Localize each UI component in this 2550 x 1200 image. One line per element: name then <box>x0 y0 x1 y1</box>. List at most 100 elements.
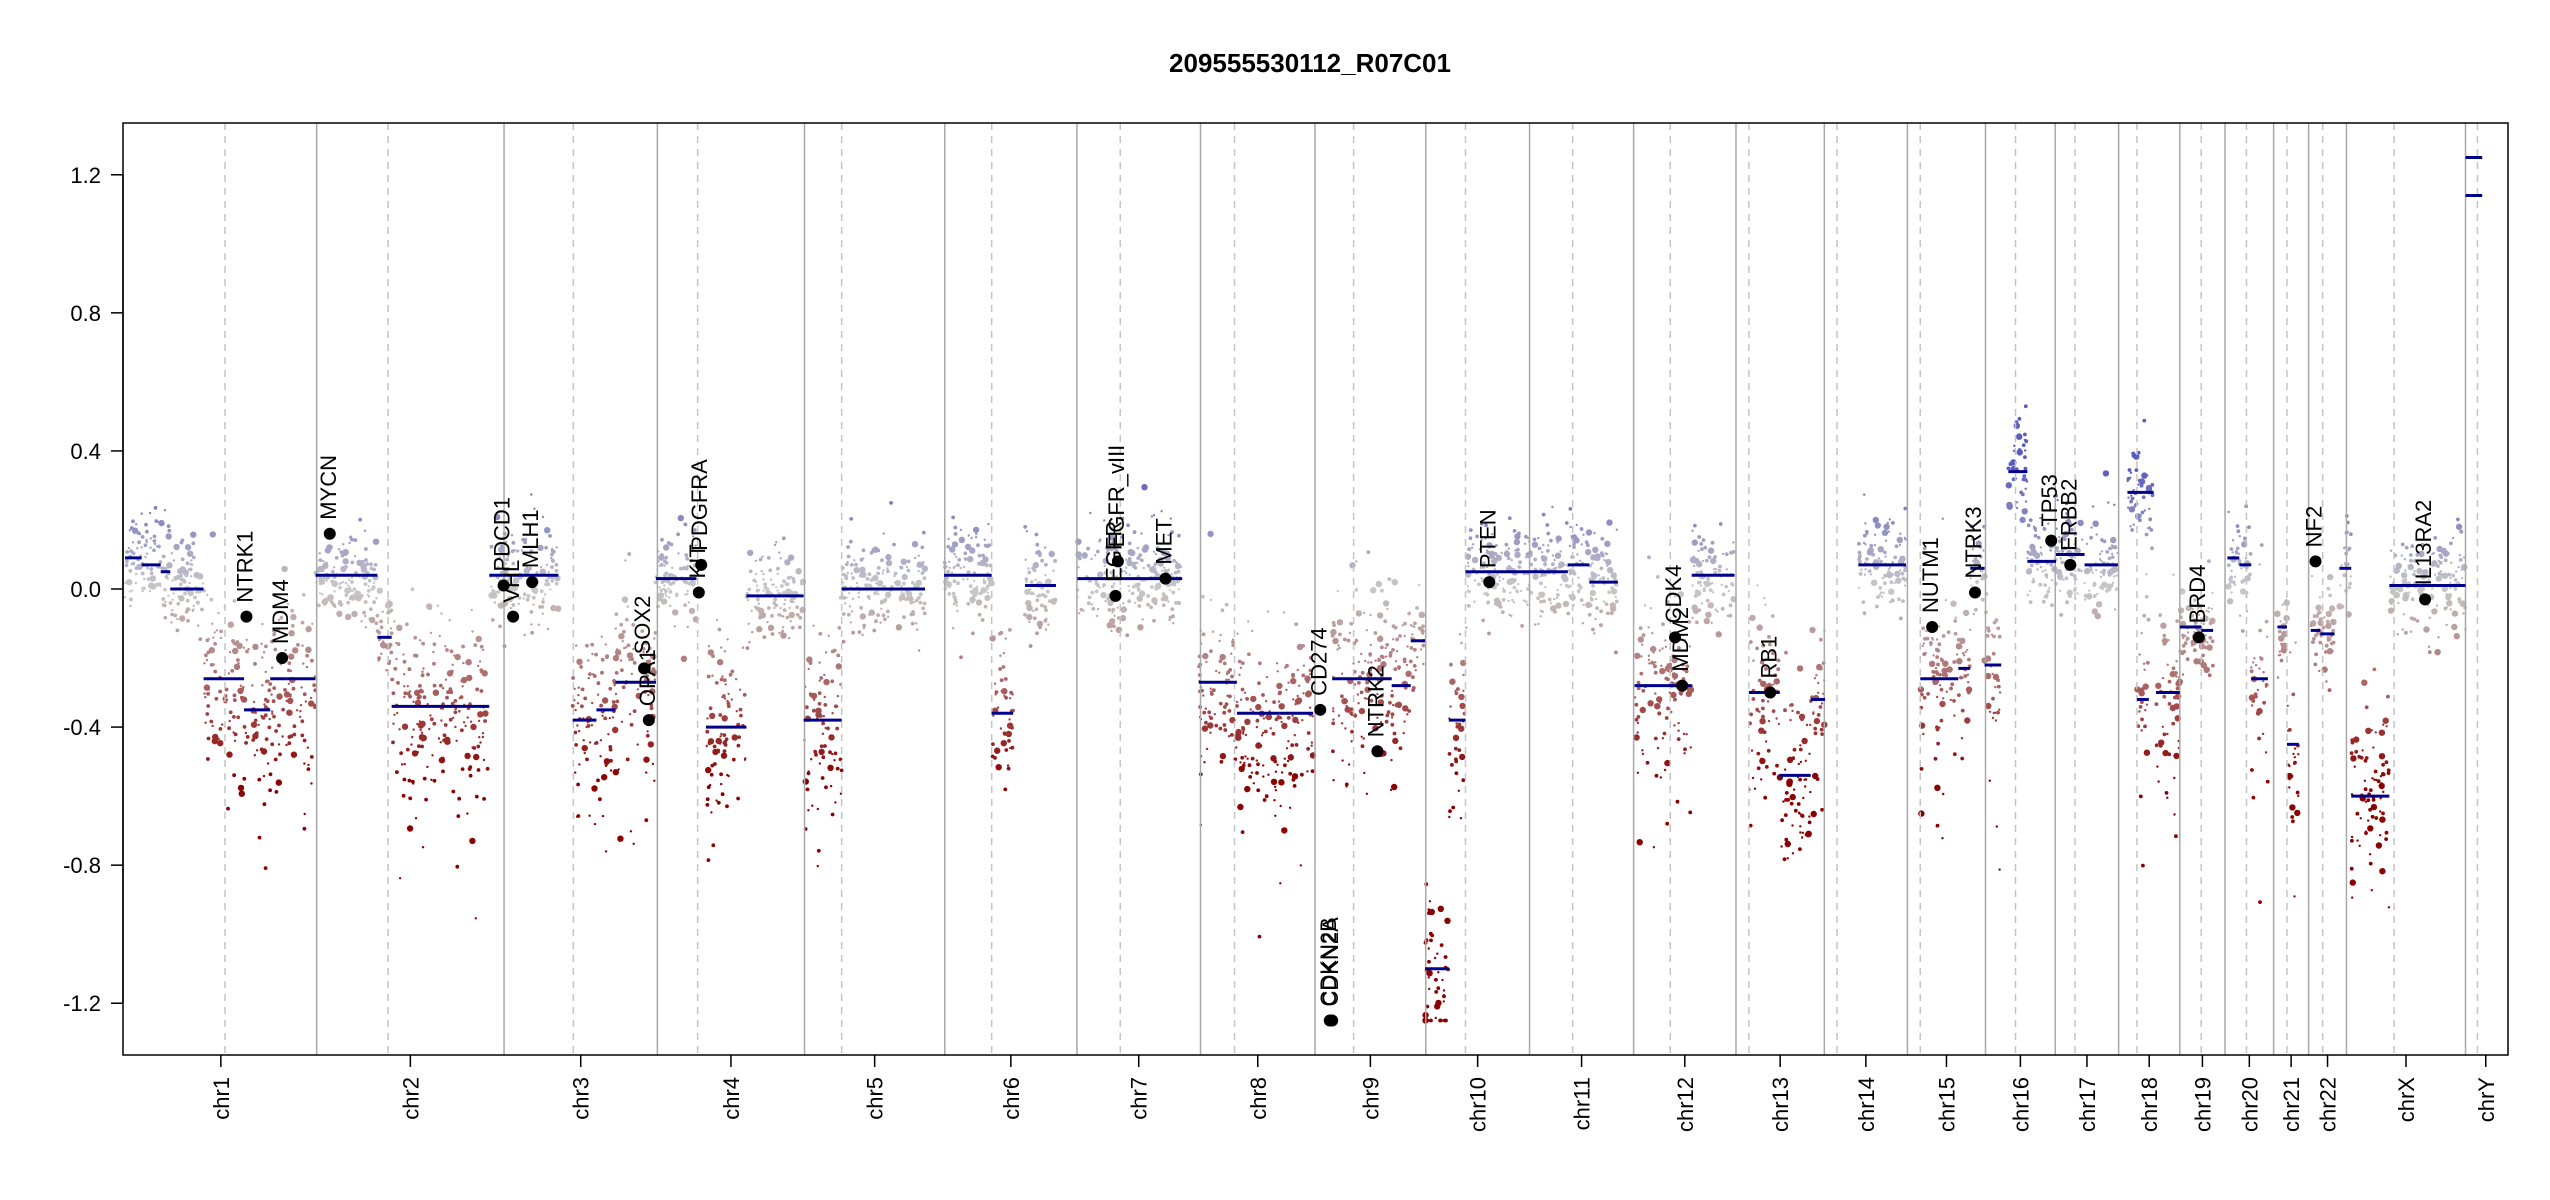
probe-point <box>1936 662 1940 667</box>
probe-point <box>2378 782 2385 790</box>
probe-point <box>1591 572 1598 579</box>
probe-point <box>1090 603 1094 606</box>
probe-point <box>1487 572 1492 577</box>
probe-point <box>403 673 406 676</box>
probe-point <box>225 698 229 701</box>
probe-point <box>913 556 917 560</box>
probe-point <box>620 668 624 672</box>
probe-point <box>257 777 262 782</box>
probe-point <box>788 611 795 619</box>
probe-point <box>1485 551 1489 554</box>
probe-point <box>2371 777 2374 780</box>
probe-point <box>1154 552 1158 556</box>
probe-point <box>1585 543 1590 548</box>
probe-point <box>1477 582 1481 587</box>
probe-point <box>1362 737 1365 740</box>
probe-point <box>1891 521 1895 525</box>
probe-point <box>1274 717 1279 722</box>
probe-point <box>1579 598 1584 602</box>
probe-point <box>1820 807 1824 812</box>
probe-point <box>287 741 292 746</box>
probe-point <box>2297 794 2300 797</box>
probe-point <box>1649 607 1653 610</box>
probe-point <box>1613 582 1618 587</box>
probe-point <box>1271 731 1276 736</box>
probe-point <box>917 649 921 652</box>
probe-point <box>821 755 826 760</box>
probe-point <box>795 605 799 610</box>
probe-point <box>1592 546 1599 553</box>
probe-point <box>811 708 816 713</box>
probe-point <box>232 773 237 778</box>
probe-point <box>2146 617 2151 622</box>
probe-point <box>1864 543 1867 546</box>
chromosome-label: chr15 <box>1934 1077 1959 1132</box>
probe-point <box>1641 643 1644 646</box>
probe-point <box>824 651 828 654</box>
probe-point <box>2445 593 2448 596</box>
probe-point <box>1804 759 1808 762</box>
probe-point <box>1342 637 1347 642</box>
probe-point <box>1552 567 1557 572</box>
probe-point <box>2140 729 2143 732</box>
probe-point <box>1008 697 1012 700</box>
probe-point <box>2276 676 2280 679</box>
probe-point <box>401 793 406 798</box>
probe-point <box>2354 749 2359 754</box>
probe-point <box>1869 573 1873 576</box>
probe-point <box>478 736 481 739</box>
gene-marker <box>2064 558 2077 571</box>
probe-point <box>970 536 973 540</box>
probe-point <box>140 546 143 549</box>
probe-point <box>1966 648 1969 652</box>
probe-point <box>1636 680 1641 685</box>
probe-point <box>2381 762 2386 767</box>
probe-point <box>421 846 425 849</box>
probe-point <box>1715 631 1722 638</box>
probe-point <box>1858 572 1863 576</box>
probe-point <box>1202 710 1207 715</box>
probe-point <box>348 541 351 545</box>
probe-point <box>1858 559 1862 564</box>
probe-point <box>1996 684 2001 689</box>
probe-point <box>1749 640 1753 644</box>
probe-point <box>1262 798 1267 802</box>
probe-point <box>206 736 211 741</box>
probe-point <box>1387 577 1390 580</box>
probe-point <box>550 556 553 560</box>
probe-point <box>713 762 717 766</box>
probe-point <box>139 554 142 557</box>
probe-point <box>1142 566 1146 570</box>
probe-point <box>624 617 629 622</box>
probe-point <box>1658 701 1662 704</box>
probe-point <box>247 647 250 651</box>
probe-point <box>1594 617 1597 621</box>
probe-point <box>1081 552 1088 559</box>
probe-point <box>2325 610 2332 618</box>
probe-point <box>583 696 588 701</box>
probe-point <box>722 749 727 753</box>
probe-point <box>1784 650 1788 655</box>
probe-point <box>651 762 655 766</box>
probe-point <box>893 581 897 584</box>
probe-point <box>984 563 989 568</box>
probe-point <box>1647 555 1651 560</box>
probe-point <box>995 764 1002 771</box>
probe-point <box>2167 702 2172 706</box>
probe-point <box>1727 589 1731 593</box>
probe-point <box>1603 558 1606 562</box>
probe-point <box>348 588 352 593</box>
probe-point <box>747 587 752 592</box>
probe-point <box>1044 608 1048 612</box>
probe-point <box>1654 661 1657 664</box>
probe-point <box>2102 470 2110 477</box>
probe-point <box>542 597 545 600</box>
probe-point <box>525 597 530 602</box>
probe-point <box>1094 554 1097 557</box>
probe-point <box>809 657 812 661</box>
probe-point <box>709 772 714 777</box>
probe-point <box>461 685 464 688</box>
probe-point <box>1805 831 1812 838</box>
probe-point <box>1119 535 1124 539</box>
probe-point <box>2173 752 2180 760</box>
